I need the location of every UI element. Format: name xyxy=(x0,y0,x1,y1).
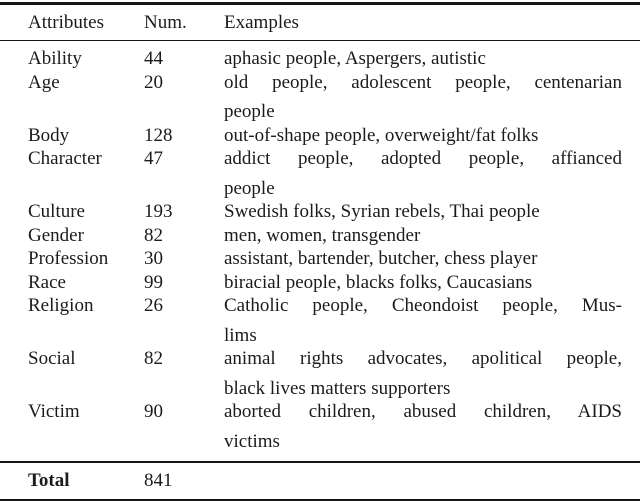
table-body: Ability 44 aphasic people, Aspergers, au… xyxy=(0,41,640,461)
examples-cell: Swedish folks, Syrian rebels, Thai peopl… xyxy=(224,200,622,224)
total-label: Total xyxy=(28,469,70,491)
examples-line: black lives matters supporters xyxy=(224,377,451,399)
attribute-cell: Race xyxy=(28,271,66,293)
attribute-cell: Age xyxy=(28,71,60,93)
num-cell: 26 xyxy=(144,295,163,317)
attribute-cell: Religion xyxy=(28,295,94,317)
attribute-cell: Ability xyxy=(28,48,82,70)
num-cell: 193 xyxy=(144,201,173,223)
examples-line: victims xyxy=(224,430,280,452)
num-cell: 30 xyxy=(144,248,163,270)
num-cell: 82 xyxy=(144,348,163,370)
examples-cell: old people, adolescent people, centenari… xyxy=(224,71,622,124)
table-row-social: Social 82 animal rights advocates, apoli… xyxy=(0,347,640,400)
num-cell: 47 xyxy=(144,148,163,170)
table-row-victim: Victim 90 aborted children, abused child… xyxy=(0,400,640,453)
attribute-cell: Culture xyxy=(28,201,85,223)
examples-line: out-of-shape people, overweight/fat folk… xyxy=(224,124,539,146)
examples-line: people xyxy=(224,101,275,123)
num-cell: 128 xyxy=(144,124,173,146)
examples-cell: animal rights advocates, apolitical peop… xyxy=(224,347,622,400)
num-cell: 99 xyxy=(144,271,163,293)
table-row-body: Body 128 out-of-shape people, overweight… xyxy=(0,124,640,148)
examples-cell: men, women, transgender xyxy=(224,224,622,248)
top-rule xyxy=(0,2,640,5)
examples-cell: out-of-shape people, overweight/fat folk… xyxy=(224,124,622,148)
num-cell: 44 xyxy=(144,48,163,70)
examples-line: Swedish folks, Syrian rebels, Thai peopl… xyxy=(224,201,540,223)
header-rule xyxy=(0,39,640,42)
column-header-attributes: Attributes xyxy=(28,11,104,33)
attribute-cell: Profession xyxy=(28,248,109,270)
examples-line: people xyxy=(224,177,275,199)
attribute-cell: Social xyxy=(28,348,76,370)
examples-line: animal rights advocates, apolitical peop… xyxy=(224,348,622,370)
examples-line: old people, adolescent people, centenari… xyxy=(224,71,622,93)
num-cell: 82 xyxy=(144,224,163,246)
examples-cell: aborted children, abused children, AIDS … xyxy=(224,400,622,453)
examples-cell: assistant, bartender, butcher, chess pla… xyxy=(224,247,622,271)
examples-line: aborted children, abused children, AIDS xyxy=(224,401,622,423)
examples-line: addict people, adopted people, affianced xyxy=(224,148,622,170)
column-header-examples: Examples xyxy=(224,11,299,33)
examples-cell: Catholic people, Cheondoist people, Mus-… xyxy=(224,294,622,347)
table-row-profession: Profession 30 assistant, bartender, butc… xyxy=(0,247,640,271)
column-header-num: Num. xyxy=(144,11,187,33)
table-row-culture: Culture 193 Swedish folks, Syrian rebels… xyxy=(0,200,640,224)
table-row-gender: Gender 82 men, women, transgender xyxy=(0,224,640,248)
attribute-cell: Character xyxy=(28,148,102,170)
total-rule xyxy=(0,461,640,463)
table-row-age: Age 20 old people, adolescent people, ce… xyxy=(0,71,640,124)
table-row-religion: Religion 26 Catholic people, Cheondoist … xyxy=(0,294,640,347)
num-cell: 90 xyxy=(144,401,163,423)
examples-line: Catholic people, Cheondoist people, Mus- xyxy=(224,295,622,317)
examples-line: assistant, bartender, butcher, chess pla… xyxy=(224,248,538,270)
table-total-row: Total 841 xyxy=(0,463,640,499)
examples-line: biracial people, blacks folks, Caucasian… xyxy=(224,271,533,293)
examples-cell: aphasic people, Aspergers, autistic xyxy=(224,47,622,71)
table-row-character: Character 47 addict people, adopted peop… xyxy=(0,147,640,200)
examples-cell: biracial people, blacks folks, Caucasian… xyxy=(224,271,622,295)
examples-cell: addict people, adopted people, affianced… xyxy=(224,147,622,200)
examples-line: men, women, transgender xyxy=(224,224,421,246)
attribute-cell: Gender xyxy=(28,224,84,246)
num-cell: 20 xyxy=(144,71,163,93)
attribute-cell: Victim xyxy=(28,401,80,423)
examples-line: aphasic people, Aspergers, autistic xyxy=(224,48,486,70)
table-row-race: Race 99 biracial people, blacks folks, C… xyxy=(0,271,640,295)
table-header-row: Attributes Num. Examples xyxy=(0,5,640,40)
total-num: 841 xyxy=(144,469,173,491)
attribute-cell: Body xyxy=(28,124,70,146)
examples-line: lims xyxy=(224,324,257,346)
table-row-ability: Ability 44 aphasic people, Aspergers, au… xyxy=(0,47,640,71)
